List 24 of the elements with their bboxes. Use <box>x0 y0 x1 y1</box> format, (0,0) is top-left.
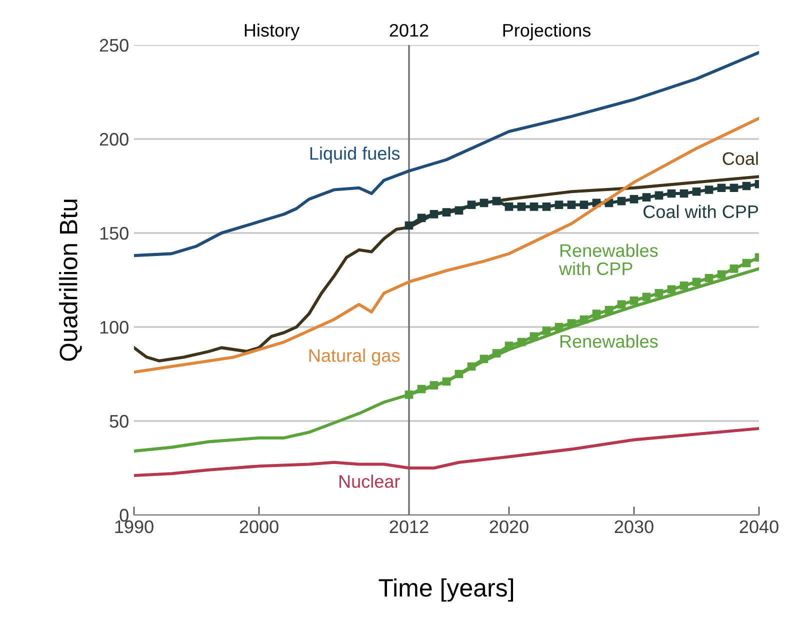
y-tick-label: 0 <box>120 508 128 522</box>
series-label: Coal <box>722 152 758 165</box>
text: History <box>244 23 300 40</box>
y-tick-label: 250 <box>100 38 128 52</box>
y-tick-label: 150 <box>100 226 128 240</box>
series-label: Coal with CPP <box>644 204 758 218</box>
series-label: Liquid fuels <box>310 146 400 164</box>
y-tick-label: 200 <box>100 132 128 146</box>
y-tick-label: 50 <box>110 414 128 428</box>
x-tick-label: 2040 <box>740 520 778 534</box>
y-axis-title: Quadrillion Btu <box>59 200 82 361</box>
x-tick-label: 1990 <box>115 520 154 534</box>
text: Projections <box>503 23 591 40</box>
x-tick-label: 2020 <box>490 520 528 534</box>
y-tick-label: 100 <box>100 320 128 334</box>
series-label: Renewables <box>560 334 658 348</box>
series-label: Natural gas <box>309 348 400 366</box>
series-label: Renewables with CPP <box>558 244 658 276</box>
x-tick-label: 2030 <box>614 520 654 534</box>
x-axis-title: Time [years] <box>378 578 514 602</box>
x-tick-label: 2000 <box>240 520 278 534</box>
x-tick-label: 2012 <box>390 520 428 534</box>
ref-line-label: 2012 <box>390 24 428 37</box>
series-label: Nuclear <box>340 474 400 488</box>
